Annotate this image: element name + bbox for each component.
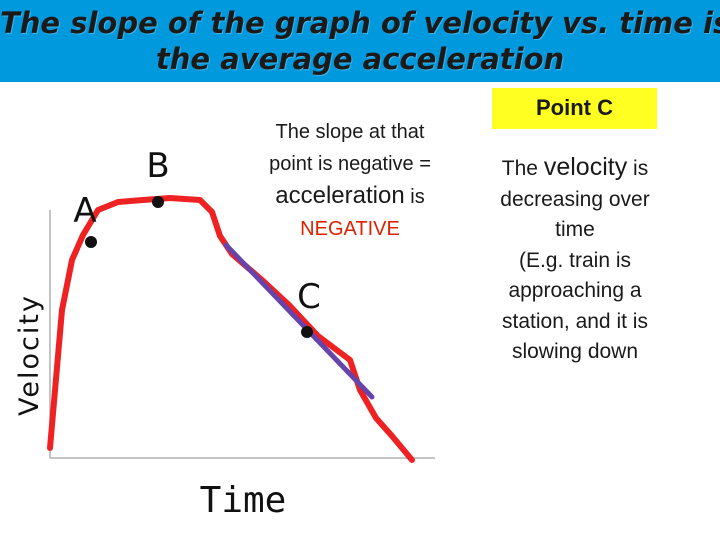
description-line-4: (E.g. train is bbox=[518, 248, 632, 272]
title-line-1: The slope of the graph of velocity vs. t… bbox=[0, 6, 720, 40]
description-is: is bbox=[627, 157, 649, 180]
point-c-marker bbox=[301, 326, 313, 338]
point-c-label: C bbox=[297, 277, 321, 317]
title-bar: The slope of the graph of velocity vs. t… bbox=[0, 0, 720, 82]
description-line-1: The velocity is bbox=[470, 152, 680, 185]
acceleration-word: acceleration bbox=[275, 182, 405, 209]
y-axis-label: Velocity bbox=[14, 294, 45, 416]
x-axis-label: Time bbox=[200, 480, 287, 520]
velocity-description: The velocity is decreasing over time (E.… bbox=[470, 152, 680, 368]
description-the: The bbox=[501, 157, 544, 180]
slope-explanation: The slope at that point is negative = ac… bbox=[222, 116, 478, 245]
description-line-3: time bbox=[555, 218, 595, 241]
description-line-6: station, and it is bbox=[502, 309, 648, 333]
velocity-word: velocity bbox=[543, 153, 628, 181]
slope-explanation-line-1: The slope at that bbox=[275, 121, 425, 143]
point-a-marker bbox=[85, 236, 97, 248]
is-word: is bbox=[404, 186, 425, 208]
velocity-time-graph: Velocity Time A B C bbox=[14, 146, 435, 520]
slope-explanation-line-2: point is negative = bbox=[269, 153, 431, 175]
point-b-label: B bbox=[146, 146, 169, 186]
negative-word: NEGATIVE bbox=[300, 218, 400, 240]
point-a-label: A bbox=[73, 191, 96, 231]
description-line-5: approaching a bbox=[508, 279, 642, 302]
description-line-2: decreasing over bbox=[500, 187, 650, 211]
title-line-2: the average acceleration bbox=[155, 42, 565, 76]
point-b-marker bbox=[152, 196, 164, 208]
slope-explanation-line-3: acceleration is bbox=[222, 180, 478, 213]
point-c-box: Point C bbox=[492, 88, 657, 129]
tangent-line bbox=[223, 242, 375, 400]
description-line-7: slowing down bbox=[511, 340, 639, 363]
